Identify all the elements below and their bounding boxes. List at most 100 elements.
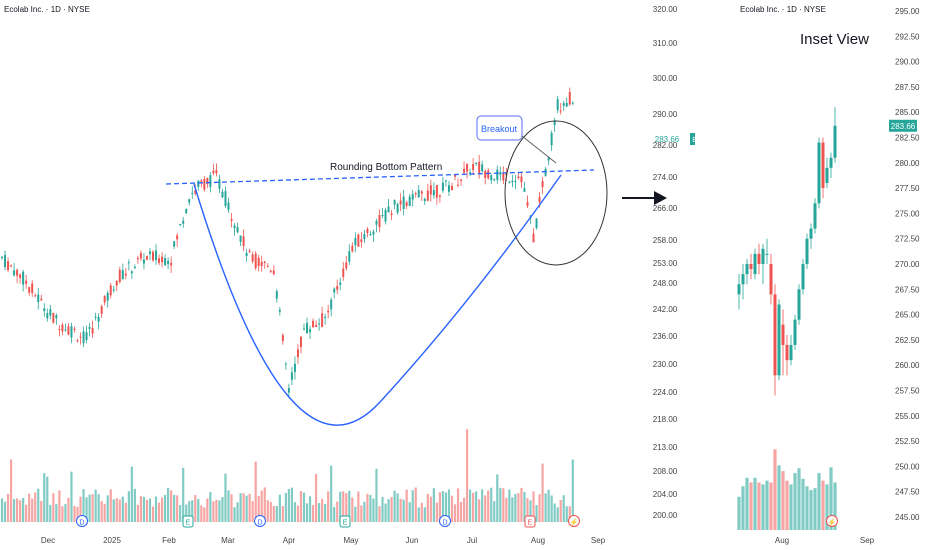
rounding-bottom-curve bbox=[193, 174, 562, 426]
volume-bar bbox=[354, 506, 357, 522]
volume-bar bbox=[487, 490, 490, 522]
candle-body bbox=[559, 110, 562, 112]
inset-x-tick-label: Aug bbox=[775, 536, 789, 545]
volume-bar bbox=[472, 492, 475, 522]
candle-body bbox=[450, 185, 453, 191]
candle-body bbox=[318, 323, 321, 325]
candle-body bbox=[82, 331, 85, 344]
inset-candle-body bbox=[805, 238, 809, 264]
candle-body bbox=[299, 336, 302, 348]
inset-volume-bar bbox=[777, 465, 781, 530]
earnings-marker bbox=[182, 515, 194, 528]
candle-body bbox=[390, 213, 393, 216]
candle-body bbox=[142, 259, 145, 264]
inset-candle-body bbox=[797, 289, 801, 320]
candle-body bbox=[100, 306, 103, 314]
volume-bar bbox=[136, 504, 139, 522]
inset-split-marker bbox=[826, 515, 838, 527]
candle-body bbox=[127, 262, 130, 264]
candle-body bbox=[212, 170, 215, 174]
candle-body bbox=[345, 262, 348, 269]
volume-bar bbox=[157, 502, 161, 522]
middle-axis-price-label: 218.00 bbox=[653, 415, 678, 424]
dividend-marker bbox=[439, 515, 451, 527]
volume-bar bbox=[393, 490, 396, 522]
middle-axis-price-label: 230.00 bbox=[653, 360, 678, 369]
volume-bar bbox=[245, 495, 248, 522]
volume-bar bbox=[40, 500, 43, 522]
candle-body bbox=[19, 274, 22, 278]
volume-bar bbox=[278, 494, 281, 522]
volume-bar bbox=[345, 493, 348, 522]
volume-bar bbox=[435, 502, 438, 522]
candle-body bbox=[306, 322, 309, 334]
volume-bar bbox=[399, 498, 402, 522]
volume-bar bbox=[553, 503, 556, 522]
middle-axis-price-label: 258.00 bbox=[653, 236, 678, 245]
candle-body bbox=[384, 209, 387, 222]
candle-body bbox=[290, 372, 293, 380]
candle-body bbox=[145, 256, 148, 260]
volume-bar bbox=[151, 506, 155, 522]
middle-axis-price-label: 320.00 bbox=[653, 5, 678, 14]
inset-chart-header: Ecolab Inc. · 1D · NYSE bbox=[740, 5, 826, 14]
candle-body bbox=[64, 329, 67, 331]
candle-body bbox=[136, 257, 139, 260]
candle-body bbox=[550, 132, 553, 146]
candle-body bbox=[227, 202, 230, 210]
candle-body bbox=[215, 169, 218, 174]
candle-body bbox=[1, 256, 3, 258]
volume-bar bbox=[441, 491, 445, 522]
inset-candle-body bbox=[749, 264, 753, 270]
inset-volume-bar bbox=[737, 496, 741, 530]
volume-bar bbox=[194, 495, 197, 522]
event-marker-label: D bbox=[257, 520, 262, 527]
volume-bar bbox=[94, 489, 97, 522]
volume-bars bbox=[0, 429, 574, 522]
candle-body bbox=[469, 172, 472, 175]
inset-axis-price-label: 287.50 bbox=[895, 83, 920, 92]
inset-axis-price-label: 262.50 bbox=[895, 336, 920, 345]
volume-bar bbox=[275, 505, 278, 522]
inset-candle-body bbox=[781, 324, 785, 345]
volume-bar bbox=[16, 498, 19, 522]
candle-body bbox=[357, 234, 360, 247]
candle-body bbox=[511, 180, 514, 183]
candle-body bbox=[272, 270, 275, 275]
candle-body bbox=[167, 260, 170, 265]
candle-body bbox=[155, 250, 158, 261]
candle-body bbox=[70, 326, 73, 338]
candle-body bbox=[263, 261, 266, 263]
volume-bar bbox=[387, 499, 390, 522]
volume-bar bbox=[369, 494, 372, 522]
inset-volume-bar bbox=[813, 488, 817, 530]
volume-bar bbox=[333, 506, 336, 522]
inset-axis-price-label: 245.00 bbox=[895, 513, 920, 522]
volume-bar bbox=[209, 491, 212, 522]
candle-body bbox=[547, 157, 550, 161]
volume-bar bbox=[230, 494, 233, 522]
volume-bar bbox=[109, 489, 112, 522]
volume-bar bbox=[408, 502, 411, 522]
volume-bar bbox=[263, 487, 266, 522]
volume-bar bbox=[493, 501, 496, 522]
volume-bar bbox=[76, 506, 79, 522]
volume-bar bbox=[130, 466, 133, 522]
volume-bar bbox=[372, 498, 375, 522]
volume-bar bbox=[375, 468, 378, 522]
volume-bar bbox=[402, 499, 405, 522]
volume-bar bbox=[505, 497, 508, 522]
candle-body bbox=[16, 269, 19, 276]
volume-bar bbox=[103, 503, 106, 522]
volume-bar bbox=[242, 493, 245, 522]
volume-bar bbox=[182, 467, 185, 522]
candle-body bbox=[399, 200, 402, 205]
inset-volume-bar bbox=[789, 484, 793, 530]
candle-body bbox=[568, 91, 571, 105]
candle-body bbox=[109, 285, 112, 296]
split-marker bbox=[568, 515, 580, 527]
inset-axis-price-label: 272.50 bbox=[895, 235, 920, 244]
volume-bar bbox=[200, 505, 203, 522]
middle-axis-price-label: 300.00 bbox=[653, 74, 678, 83]
volume-bar bbox=[148, 498, 152, 522]
